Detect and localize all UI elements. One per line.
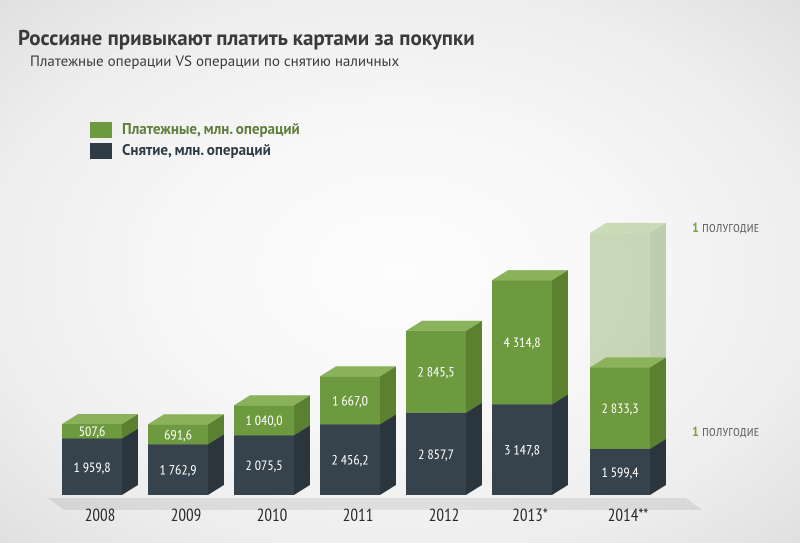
svg-text:4 314,8: 4 314,8 (503, 333, 540, 351)
svg-text:2011: 2011 (343, 504, 374, 526)
svg-text:2008: 2008 (85, 504, 116, 526)
svg-text:691,6: 691,6 (164, 425, 192, 443)
svg-text:2010: 2010 (257, 504, 288, 526)
half-year-label: 1ПОЛУГОДИЕ (692, 422, 760, 440)
svg-text:1 762,9: 1 762,9 (159, 461, 196, 479)
svg-text:507,6: 507,6 (79, 422, 106, 440)
svg-text:1 599,4: 1 599,4 (601, 463, 639, 481)
svg-text:2 075,5: 2 075,5 (245, 456, 282, 474)
svg-text:2009: 2009 (171, 504, 202, 526)
svg-text:2012: 2012 (429, 504, 460, 526)
svg-text:1 959,8: 1 959,8 (73, 458, 110, 476)
svg-text:1 040,0: 1 040,0 (245, 411, 282, 429)
svg-text:2014**: 2014** (608, 504, 649, 526)
svg-text:2013*: 2013* (512, 504, 548, 526)
svg-text:1 667,0: 1 667,0 (332, 391, 368, 409)
svg-text:2 857,7: 2 857,7 (418, 445, 454, 463)
half-year-label: 1ПОЛУГОДИЕ (692, 218, 760, 236)
svg-text:2 456,2: 2 456,2 (331, 451, 368, 469)
svg-text:2 845,5: 2 845,5 (417, 363, 454, 381)
svg-text:2 833,3: 2 833,3 (601, 399, 638, 417)
svg-text:3 147,8: 3 147,8 (504, 441, 540, 459)
bar-chart: 1 959,8 507,6 2008 1 762,9 691,6 2009 2 075,5 1… (0, 0, 800, 543)
